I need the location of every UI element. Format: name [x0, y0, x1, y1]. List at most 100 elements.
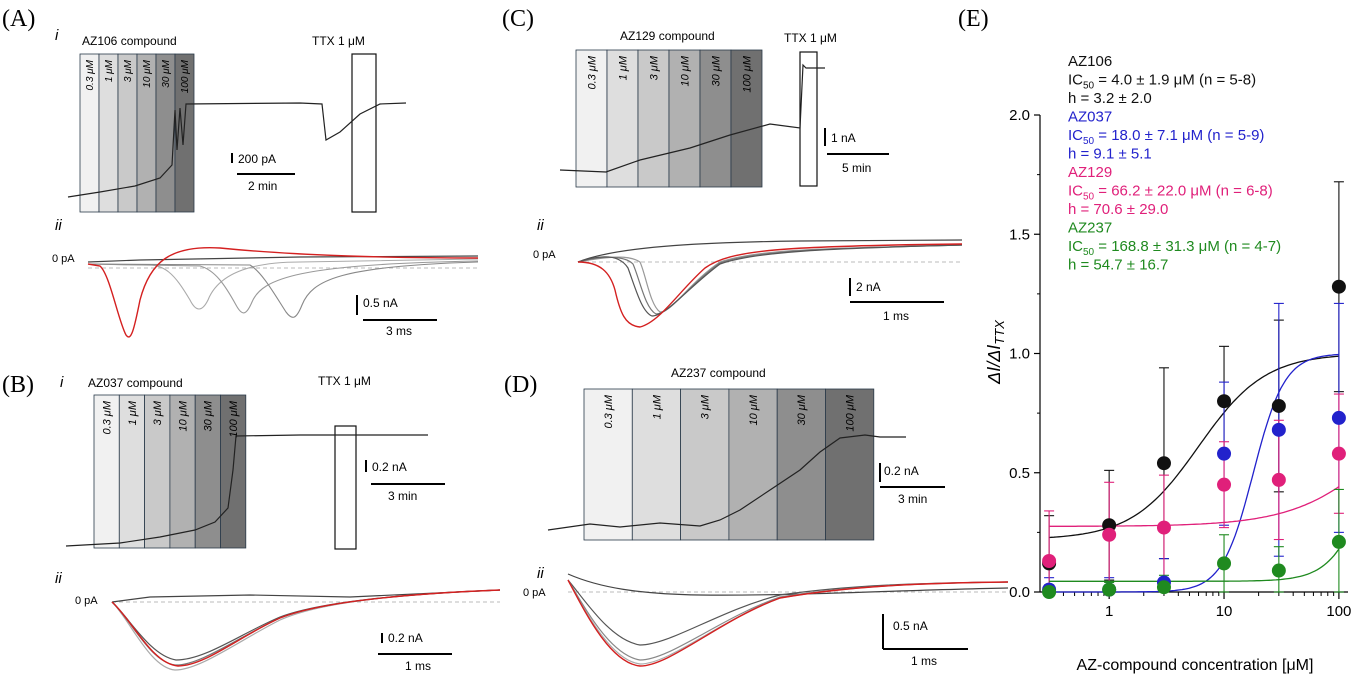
panel-c-scale-y2: 2 nA [856, 280, 881, 294]
panel-e: (E) ΔI/ΔITTX AZ-compound concentration [… [958, 6, 1351, 674]
panel-d-concentration-bars: 0.3 μM 1 μM 3 μM 10 μM 30 μM 100 μM [583, 388, 875, 541]
legend-line-az129: IC50 = 66.2 ± 22.0 μM (n = 6-8) [1068, 183, 1273, 203]
panel-c-conc-label: 10 μM [679, 55, 691, 86]
panel-a-compound: AZ106 compound [82, 34, 177, 48]
panel-a-conc-label: 1 μM [104, 59, 115, 82]
panel-d: (D) AZ237 compound 0.3 μM 1 μM 3 μM 10 μM 30… [504, 366, 1009, 668]
data-point-az129 [1102, 527, 1117, 542]
panel-b-zero-label: 0 pA [75, 595, 98, 607]
panel-c-sub-ii: ii [537, 217, 544, 234]
panel-c-trace-dark [577, 244, 963, 317]
panel-c-conc-bar [699, 49, 732, 188]
panel-c-scale-y: 1 nA [831, 131, 856, 145]
panel-c: (C) AZ129 compound TTX 1 μM 0.3 μM 1 μM 3 … [502, 6, 963, 328]
panel-b-conc-label: 3 μM [152, 400, 164, 425]
panel-c-conc-label: 30 μM [710, 55, 722, 86]
legend-line-az237: h = 54.7 ± 16.7 [1068, 257, 1168, 274]
legend-line-az129: AZ129 [1068, 164, 1112, 181]
panel-c-ttx: TTX 1 μM [784, 31, 837, 45]
panel-c-zero-label: 0 pA [533, 249, 556, 261]
panel-a-sub-ii: ii [55, 217, 62, 234]
panel-c-scale-x2: 1 ms [883, 309, 909, 323]
panel-a-concentration-bars: 0.3 μM 1 μM 3 μM 10 μM 30 μM 100 μM [79, 53, 195, 213]
panel-b-conc-bar [169, 394, 196, 549]
data-point-az106 [1271, 398, 1286, 413]
panel-a-trace-red [87, 246, 479, 338]
panel-a-conc-label: 100 μM [180, 59, 191, 93]
panel-c-trace-gray-2 [577, 244, 963, 315]
panel-d-conc-label: 1 μM [651, 394, 663, 419]
y-tick-label: 0.0 [1009, 584, 1030, 601]
x-axis-title: AZ-compound concentration [μM] [1077, 657, 1314, 674]
panel-c-conc-label: 1 μM [617, 55, 629, 80]
panel-a-trace-baseline [87, 255, 479, 263]
panel-c-concentration-bars: 0.3 μM 1 μM 3 μM 10 μM 30 μM 100 μM [575, 49, 763, 188]
panel-a-conc-label: 10 μM [142, 59, 153, 87]
panel-a-conc-label: 0.3 μM [85, 59, 96, 90]
panel-e-letter: (E) [958, 6, 989, 32]
panel-d-conc-bar [728, 388, 778, 541]
y-tick-label: 1.5 [1009, 226, 1030, 243]
panel-b-conc-bar [144, 394, 171, 549]
panel-d-scale-x: 3 min [898, 492, 927, 506]
panel-b-conc-label: 10 μM [177, 400, 189, 431]
panel-a-letter: (A) [2, 6, 35, 32]
panel-b-conc-label: 0.3 μM [102, 400, 114, 434]
panel-d-scale-y: 0.2 nA [884, 464, 919, 478]
legend-line-az106: IC50 = 4.0 ± 1.9 μM (n = 5-8) [1068, 72, 1256, 92]
legend-line-az037: h = 9.1 ± 5.1 [1068, 146, 1152, 163]
panel-d-compound: AZ237 compound [671, 366, 766, 380]
x-tick-label: 10 [1216, 603, 1233, 620]
y-tick-label: 2.0 [1009, 107, 1030, 124]
data-point-az106 [1331, 279, 1346, 294]
panel-d-trace-gray-1 [567, 579, 1009, 665]
y-tick-label: 1.0 [1009, 346, 1030, 363]
data-point-az037 [1331, 410, 1346, 425]
data-point-az037 [1217, 446, 1232, 461]
panel-c-conc-label: 0.3 μM [586, 55, 598, 89]
data-point-az129 [1156, 520, 1171, 535]
y-axis-label: ΔI/ΔITTX [984, 319, 1007, 385]
data-point-az237 [1042, 585, 1057, 599]
panel-b-compound: AZ037 compound [88, 376, 183, 390]
data-point-az106 [1217, 394, 1232, 409]
panel-b-scale-x: 3 min [388, 489, 417, 503]
panel-d-conc-bar [776, 388, 826, 541]
panel-d-trace-red [567, 579, 1009, 667]
panel-b-sub-i: i [60, 374, 64, 391]
data-point-az129 [1271, 472, 1286, 487]
panel-a-scale-x: 2 min [248, 179, 277, 193]
panel-d-conc-label: 10 μM [748, 394, 760, 425]
panel-b-conc-bar [194, 394, 221, 549]
panel-b-scale-y: 0.2 nA [372, 460, 407, 474]
fit-curve-az037 [1049, 353, 1339, 593]
legend-line-az106: AZ106 [1068, 53, 1112, 70]
x-tick-label: 1 [1105, 603, 1113, 620]
panel-b-sub-ii: ii [55, 570, 62, 587]
chart-legend: AZ106 IC50 = 4.0 ± 1.9 μM (n = 5-8)h = 3.… [1068, 53, 1281, 274]
data-point-az237 [1271, 563, 1286, 578]
panel-b: (B) i AZ037 compound TTX 1 μM 0.3 μM 1 μM… [2, 372, 501, 673]
data-point-az237 [1217, 556, 1232, 571]
panel-c-letter: (C) [502, 6, 534, 32]
panel-a-sub-i: i [55, 27, 59, 44]
panel-a-scale-y: 200 pA [238, 152, 276, 166]
panel-a-trace-gray-1 [87, 258, 479, 310]
panel-a-scale-y2: 0.5 nA [363, 296, 398, 310]
data-point-az237 [1156, 580, 1171, 595]
panel-c-trace-red [577, 243, 963, 328]
y-tick-label: 0.5 [1009, 465, 1030, 482]
data-point-az129 [1217, 477, 1232, 492]
panel-a: (A) i AZ106 compound TTX 1 μM 0.3 μM 1 μM… [2, 6, 479, 338]
panel-d-sub-ii: ii [537, 565, 544, 582]
data-point-az129 [1042, 553, 1057, 568]
panel-a-ttx-box [351, 53, 377, 213]
panel-d-conc-bar [631, 388, 681, 541]
panel-a-conc-label: 30 μM [161, 59, 172, 87]
panel-d-conc-label: 3 μM [700, 394, 712, 419]
panel-d-conc-label: 30 μM [796, 394, 808, 425]
fit-curve-az237 [1049, 548, 1340, 582]
panel-c-current-trace [559, 63, 825, 173]
legend-line-az237: IC50 = 168.8 ± 31.3 μM (n = 4-7) [1068, 238, 1281, 258]
panel-c-scale-x: 5 min [842, 161, 871, 175]
